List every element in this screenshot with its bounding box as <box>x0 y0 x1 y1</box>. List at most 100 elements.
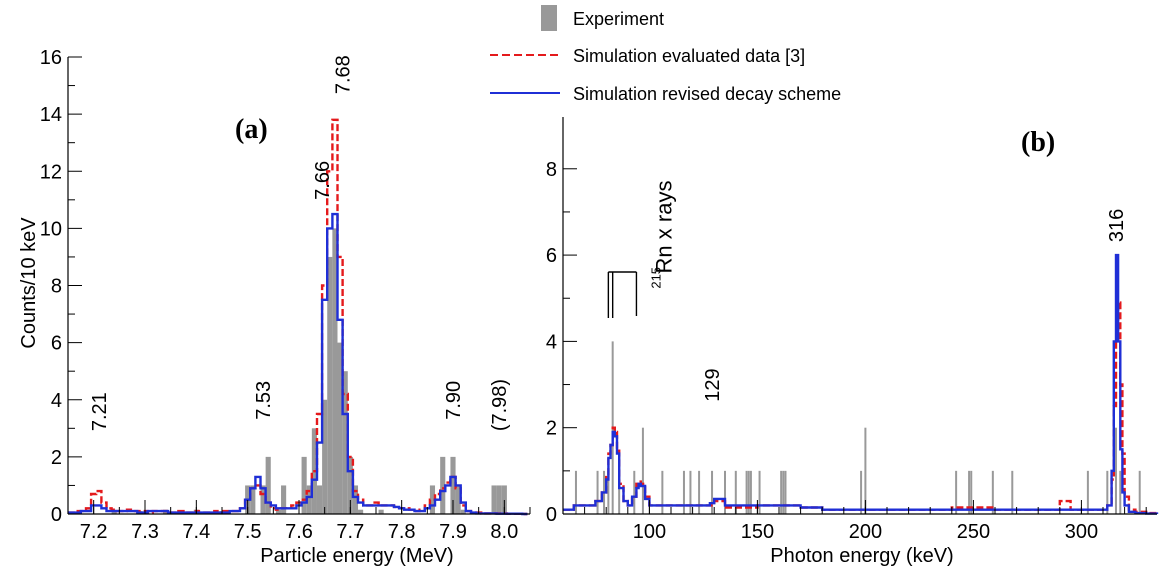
x-tick-label: 250 <box>957 521 990 543</box>
x-tick-label: 7.7 <box>336 521 364 543</box>
panel-b-label: (b) <box>1021 127 1055 158</box>
series-revised-line <box>563 253 1159 515</box>
experiment-bar <box>342 371 348 514</box>
experiment-bar <box>250 485 256 514</box>
x-tick-label: 7.6 <box>285 521 313 543</box>
experiment-bar <box>347 456 353 514</box>
y-tick-label: 16 <box>40 47 62 69</box>
x-tick-label: 200 <box>849 521 882 543</box>
experiment-line <box>1011 470 1014 514</box>
experiment-line <box>641 427 644 514</box>
experiment-line <box>1114 427 1117 514</box>
experiment-line <box>860 470 863 514</box>
panel-b-chart: (b) Photon energy (keV) 0 2 4 6 8 100 150 200 25… <box>546 117 1159 567</box>
x-tick-label: 100 <box>633 521 666 543</box>
y-tick-label: 4 <box>546 331 557 353</box>
series-evaluated-line <box>68 118 528 516</box>
x-tick-label: 300 <box>1065 521 1098 543</box>
annotation-label: 7.90 <box>443 381 465 420</box>
x-tick-label: 7.4 <box>182 521 210 543</box>
experiment-bar <box>322 399 328 514</box>
experiment-line <box>661 470 664 514</box>
experiment-line <box>747 470 750 514</box>
experiment-line <box>864 427 867 514</box>
annotation-label: 7.68 <box>333 55 355 94</box>
panel-a-plot-area: 0 2 4 6 8 10 12 14 16 7.2 7.3 7.4 7.5 7.6 7.7 7.8 7.9 8.0… <box>40 47 531 543</box>
experiment-line <box>784 470 787 514</box>
experiment-line <box>745 470 748 514</box>
y-tick-label: 10 <box>40 218 62 240</box>
experiment-bar <box>301 456 307 514</box>
experiment-bar <box>496 485 502 514</box>
experiment-line <box>758 470 761 514</box>
y-tick-label: 4 <box>51 390 62 412</box>
y-tick-label: 12 <box>40 161 62 183</box>
annotation-label: 129 <box>702 368 724 401</box>
y-tick-label: 6 <box>546 245 557 267</box>
experiment-bar <box>352 485 359 514</box>
panel-a-x-axis-title: Particle energy (MeV) <box>260 545 453 567</box>
experiment-bar <box>440 456 446 514</box>
y-tick-label: 0 <box>51 504 62 526</box>
y-tick-label: 0 <box>546 504 557 526</box>
experiment-bar <box>265 456 271 514</box>
experiment-line <box>682 470 685 514</box>
panel-a-chart: (a) Particle energy (MeV) Counts/10 keV … <box>18 47 531 567</box>
x-tick-label: 7.2 <box>80 521 108 543</box>
experiment-line <box>749 470 752 514</box>
experiment-bar <box>429 485 436 514</box>
experiment-line <box>618 470 621 514</box>
experiment-bar <box>316 485 323 514</box>
experiment-bar <box>501 485 507 514</box>
experiment-line <box>991 470 994 514</box>
annotation-label: 7.53 <box>253 381 275 420</box>
x-tick-label: 7.9 <box>439 521 467 543</box>
legend-label-revised: Simulation revised decay scheme <box>573 84 841 104</box>
experiment-line <box>968 470 971 514</box>
experiment-bar <box>378 509 384 514</box>
experiment-line <box>724 470 726 514</box>
experiment-bar <box>450 456 456 514</box>
x-tick-label: 7.5 <box>234 521 262 543</box>
series-evaluated-line <box>563 301 1159 515</box>
experiment-line <box>1106 470 1109 514</box>
legend-label-experiment: Experiment <box>573 9 664 29</box>
experiment-line <box>689 470 692 514</box>
experiment-line <box>970 470 973 514</box>
annotation-label: 7.21 <box>89 392 111 431</box>
experiment-line <box>955 470 958 514</box>
annotation-label: 7.66 <box>312 161 334 200</box>
y-tick-label: 6 <box>51 333 62 355</box>
annotation-label: 316 <box>1106 209 1128 242</box>
legend-entry-experiment: Experiment <box>541 5 664 31</box>
y-tick-label: 8 <box>51 276 62 298</box>
experiment-bar <box>327 256 333 514</box>
experiment-line <box>1086 470 1089 514</box>
x-tick-label: 8.0 <box>490 521 518 543</box>
experiment-bar <box>332 228 338 514</box>
experiment-bar <box>281 485 287 514</box>
experiment-line <box>574 470 577 514</box>
experiment-line <box>633 470 636 514</box>
annotation-label: Rn x rays <box>652 181 677 274</box>
legend-entry-revised: Simulation revised decay scheme <box>490 84 841 104</box>
experiment-bar <box>358 509 364 514</box>
experiment-bar <box>275 509 282 514</box>
experiment-bar <box>455 485 461 514</box>
annotation-label: (7.98) <box>489 379 511 431</box>
experiment-line <box>1138 470 1141 514</box>
legend-swatch-experiment <box>541 5 557 31</box>
experiment-line <box>607 470 610 514</box>
experiment-bar <box>337 342 343 514</box>
annotation-superscript: 215 <box>649 267 664 289</box>
experiment-bar <box>460 509 466 514</box>
panel-b-x-axis-title: Photon energy (keV) <box>770 545 953 567</box>
experiment-line <box>711 470 714 514</box>
legend: Experiment Simulation evaluated data [3]… <box>490 5 841 104</box>
experiment-line <box>1119 470 1122 514</box>
panel-a-label: (a) <box>235 114 268 145</box>
experiment-bar <box>491 485 497 514</box>
experiment-line <box>734 470 737 514</box>
